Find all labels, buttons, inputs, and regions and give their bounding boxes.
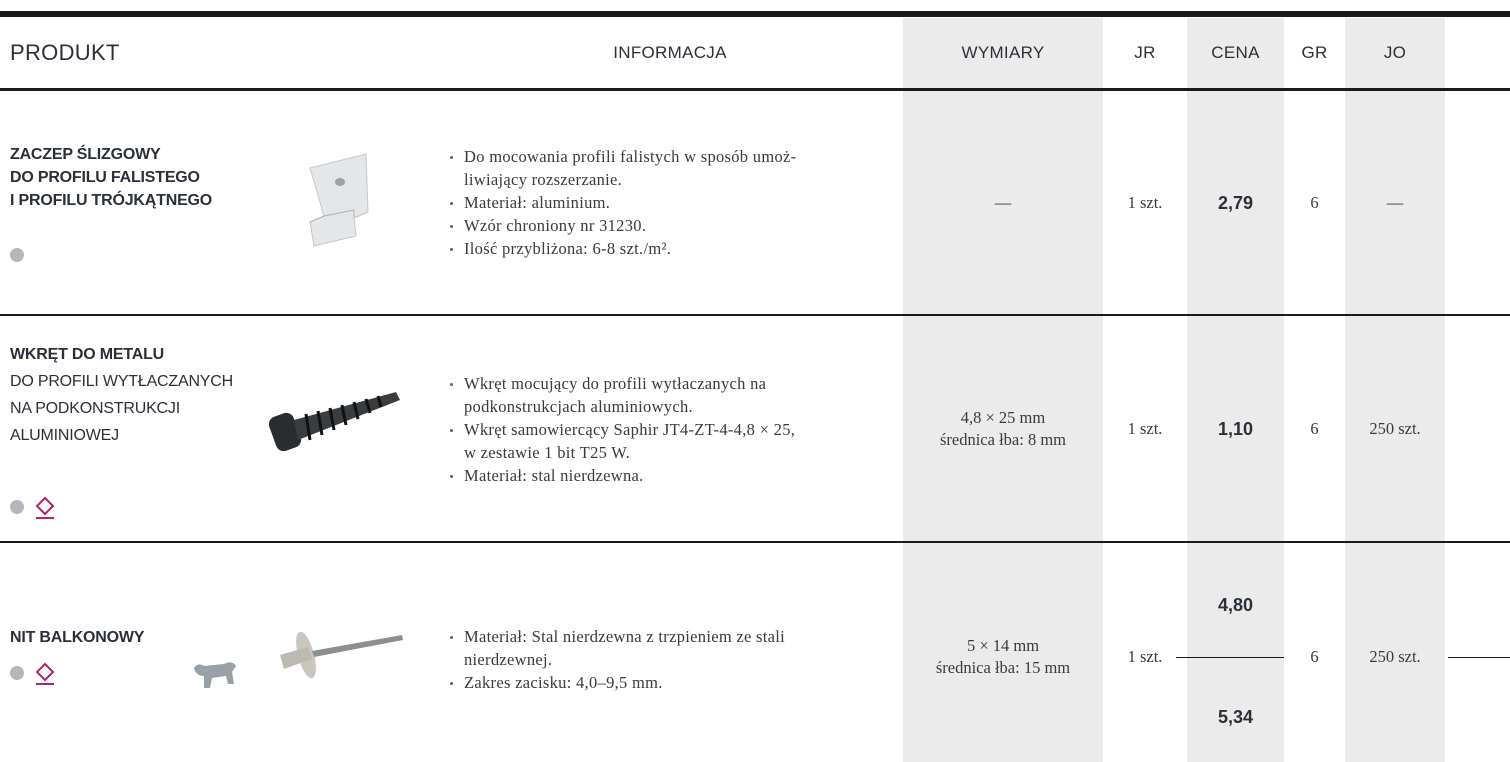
price-divider [1176,657,1284,658]
info-line: Zakres zacisku: 4,0–9,5 mm. [464,673,663,692]
info-item: Wzór chroniony nr 31230. [448,214,898,237]
name-line: ZACZEP ŚLIZGOWY [10,146,161,163]
status-dot [10,248,24,262]
info-item: Materiał: Stal nierdzewna z trzpieniem z… [448,625,898,671]
bull-icon [194,662,236,688]
info-line: Do mocowania profili falistych w sposób … [464,147,797,166]
info-item: Wkręt samowiercący Saphir JT4-ZT-4-4,8 ×… [448,418,898,464]
product-name: NIT BALKONOWY [10,626,144,649]
name-line: WKRĘT DO METALU [10,346,165,363]
header-cell: GR [1301,43,1328,62]
product-image [280,631,403,679]
info-line: Wkręt samowiercący Saphir JT4-ZT-4-4,8 ×… [464,420,796,439]
info-line: podkonstrukcjach aluminiowych. [464,397,693,416]
info-item: Materiał: aluminium. [448,191,898,214]
info-line: Materiał: aluminium. [464,193,611,212]
info-item: Do mocowania profili falistych w sposób … [448,145,898,191]
info: Materiał: Stal nierdzewna z trzpieniem z… [448,625,898,694]
column-shade [1345,18,1445,762]
header-cell: JR [1134,43,1156,62]
dim-line: — [994,193,1012,212]
info: Wkręt mocujący do profili wytłaczanych n… [448,372,898,487]
name-line: DO PROFILU FALISTEGO [10,169,200,186]
info-item: Wkręt mocujący do profili wytłaczanych n… [448,372,898,418]
row-rule [0,314,1510,316]
info-item: Materiał: stal nierdzewna. [448,464,898,487]
dim-line: 5 × 14 mm [966,636,1040,655]
info-line: Ilość przybliżona: 6-8 szt./m². [464,239,672,258]
header-rule [0,88,1510,91]
jo: 250 szt. [1369,419,1421,438]
dimensions: 4,8 × 25 mm średnica łba: 8 mm [903,317,1103,541]
price: 1,10 [1217,419,1254,439]
product-image [309,153,369,247]
column-shade [903,18,1103,762]
info-line: Wkręt mocujący do profili wytłaczanych n… [464,374,767,393]
dimensions: 5 × 14 mm średnica łba: 15 mm [903,544,1103,762]
info-line: liwiający rozszerzanie. [464,170,623,189]
unit: 1 szt. [1127,193,1163,212]
name-line: DO PROFILI WYTŁACZANYCH [10,373,233,390]
name-line: ALUMINIOWEJ [10,427,119,444]
diamond-icon [35,662,55,685]
top-rule [0,11,1510,17]
info-item: Zakres zacisku: 4,0–9,5 mm. [448,671,898,694]
gr: 6 [1310,193,1319,212]
unit: 1 szt. [1127,647,1163,666]
name-line: NA PODKONSTRUKCJI [10,400,180,417]
product-image [268,392,400,452]
dim-line: 4,8 × 25 mm [960,408,1046,427]
jo: 250 szt. [1369,647,1421,666]
info-line: w zestawie 1 bit T25 W. [464,443,631,462]
header-cell: PRODUKT [10,40,120,65]
status-dot [10,666,24,680]
info-line: Wzór chroniony nr 31230. [464,216,647,235]
price: 2,79 [1217,193,1254,213]
unit: 1 szt. [1127,419,1163,438]
info: Do mocowania profili falistych w sposób … [448,145,898,260]
price: 4,80 [1217,595,1254,615]
row-rule [0,541,1510,543]
info-line: nierdzewnej. [464,650,553,669]
dimensions: — [903,92,1103,314]
dim-line: średnica łba: 8 mm [939,430,1066,449]
jo: — [1386,193,1404,212]
dim-line: średnica łba: 15 mm [935,658,1071,677]
info-line: Materiał: Stal nierdzewna z trzpieniem z… [464,627,786,646]
name-line: I PROFILU TRÓJKĄTNEGO [10,192,213,209]
diamond-icon [35,496,55,519]
gr: 6 [1310,647,1319,666]
info-item: Ilość przybliżona: 6-8 szt./m². [448,237,898,260]
header-cell: INFORMACJA [613,43,727,62]
status-dot [10,500,24,514]
name-line: NIT BALKONOWY [10,629,145,646]
product-name: ZACZEP ŚLIZGOWY DO PROFILU FALISTEGO I P… [10,143,212,212]
price: 5,34 [1217,707,1254,727]
header-cell: JO [1383,43,1407,62]
info-line: Materiał: stal nierdzewna. [464,466,644,485]
gr: 6 [1310,419,1319,438]
column-shade [1187,18,1284,762]
price-divider [1448,657,1510,658]
header-cell: WYMIARY [961,43,1045,62]
product-name: WKRĘT DO METALU DO PROFILI WYTŁACZANYCH … [10,341,233,449]
header-cell: CENA [1211,43,1260,62]
